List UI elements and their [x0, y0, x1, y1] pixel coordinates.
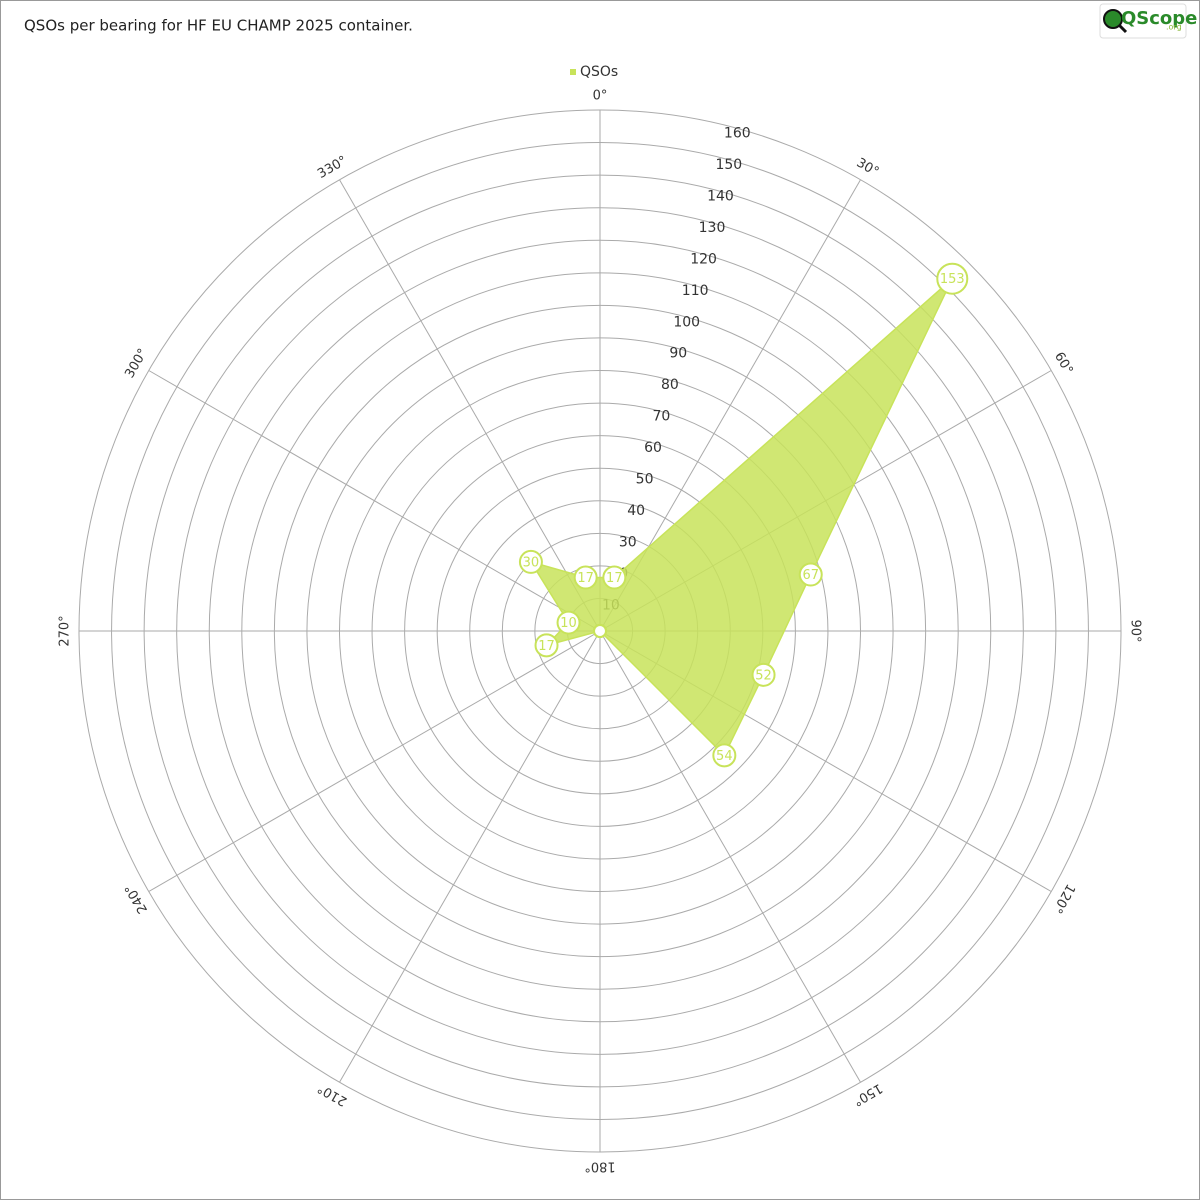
angle-label: 0°: [593, 89, 608, 104]
value-label: 30: [523, 555, 540, 570]
grid-spoke: [599, 630, 861, 1083]
value-label: 54: [716, 749, 733, 764]
value-label: 10: [560, 616, 577, 631]
point-marker: [556, 610, 581, 635]
point-marker: [518, 549, 543, 574]
r-tick-label: 30: [619, 534, 637, 550]
grid-spoke: [148, 630, 601, 892]
logo-icon: [1117, 23, 1128, 34]
angle-label: 90°: [1128, 619, 1143, 642]
r-tick-label: 90: [669, 346, 687, 362]
r-tick-label: 140: [707, 188, 734, 204]
angle-label: 270°: [58, 615, 73, 646]
r-tick-label: 120: [690, 251, 717, 267]
r-tick-label: 40: [627, 503, 645, 519]
grid-spoke: [148, 370, 601, 632]
point-marker: [573, 565, 598, 590]
point-marker: [751, 662, 776, 687]
logo-suffix: .org: [1166, 23, 1182, 32]
value-label: 17: [606, 571, 623, 586]
logo: QScope .org: [1099, 3, 1197, 39]
grid-spoke: [339, 179, 601, 632]
value-label: 67: [802, 568, 819, 583]
r-tick-label: 60: [644, 440, 662, 456]
point-marker: [602, 565, 627, 590]
value-label: 153: [940, 272, 965, 287]
angle-label: 180°: [584, 1159, 615, 1174]
logo-icon: [1103, 9, 1123, 29]
point-marker: [798, 562, 823, 587]
grid-spoke: [339, 630, 601, 1083]
point-marker: [593, 624, 607, 638]
r-tick-label: 100: [673, 314, 700, 330]
legend-swatch: [570, 69, 576, 75]
r-tick-label: 50: [636, 472, 654, 488]
r-tick-label: 110: [682, 283, 709, 299]
point-marker: [936, 262, 969, 295]
point-marker: [712, 743, 737, 768]
r-tick-label: 70: [653, 409, 671, 425]
legend-label: QSOs: [580, 64, 618, 80]
r-tick-label: 150: [715, 157, 742, 173]
chart-title: QSOs per bearing for HF EU CHAMP 2025 co…: [24, 17, 413, 35]
logo-text: QScope: [1121, 8, 1197, 29]
value-label: 52: [755, 668, 772, 683]
r-tick-label: 130: [699, 220, 726, 236]
point-marker: [534, 633, 559, 658]
r-tick-label: 80: [661, 377, 679, 393]
value-label: 17: [577, 571, 594, 586]
r-tick-label: 160: [724, 126, 751, 142]
value-label: 17: [538, 639, 555, 654]
